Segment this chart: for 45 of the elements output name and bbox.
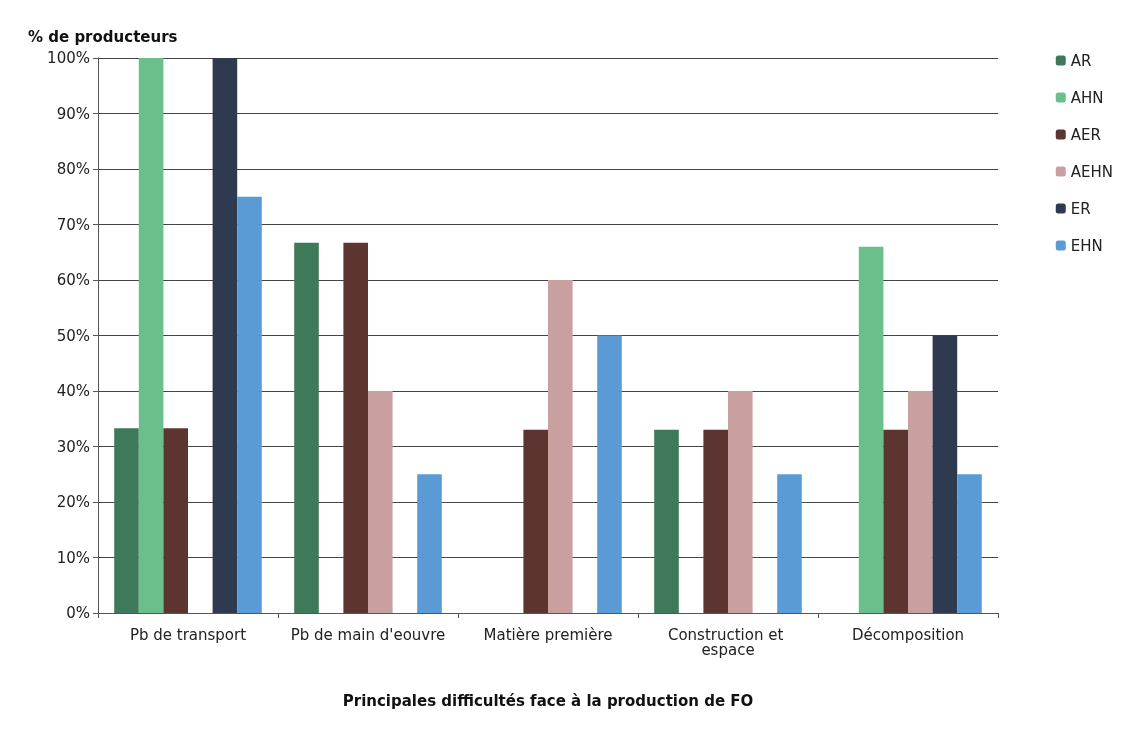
legend-label: ER [1070, 199, 1091, 218]
x-tick-label: Matière première [483, 625, 613, 644]
bar [523, 429, 548, 613]
bar [548, 280, 573, 613]
bar [908, 391, 933, 613]
bar [368, 391, 393, 613]
bar [417, 474, 442, 613]
legend-label: AR [1070, 51, 1092, 70]
bar [932, 335, 958, 613]
y-tick-label: 100% [47, 49, 90, 67]
y-tick-label: 70% [56, 215, 90, 234]
bar [212, 58, 238, 613]
legend-label: AER [1070, 125, 1101, 144]
x-tick-label: Pb de transport [129, 625, 247, 644]
y-tick-label: 30% [56, 437, 90, 456]
bar [597, 335, 622, 613]
x-axis-title: Principales difficultés face à la production de FO [342, 691, 754, 710]
x-tick-label: Décomposition [851, 625, 965, 644]
bar [343, 242, 368, 613]
bar [957, 474, 982, 613]
y-tick-label: 90% [56, 104, 90, 123]
bar [777, 474, 802, 613]
legend-label: AEHN [1070, 162, 1114, 181]
bar [883, 429, 908, 613]
y-tick-label: 60% [56, 271, 90, 289]
y-axis-title: % de producteurs [28, 27, 178, 46]
y-tick-label: 0% [66, 604, 90, 622]
bar [294, 242, 319, 613]
bar [138, 58, 164, 613]
x-tick-label: Construction et espace [667, 625, 789, 659]
bar [237, 196, 262, 613]
x-tick-label: Pb de main d'eouvre [290, 625, 446, 644]
y-tick-label: 40% [56, 382, 90, 400]
bar [654, 429, 679, 613]
bar [703, 429, 728, 613]
legend-label: EHN [1070, 236, 1103, 255]
bar [858, 246, 884, 613]
legend-label: AHN [1070, 88, 1104, 107]
bar [163, 428, 188, 613]
y-tick-label: 80% [56, 160, 90, 178]
bar [114, 428, 139, 613]
bar [728, 391, 753, 613]
y-tick-label: 10% [56, 548, 90, 567]
y-tick-label: 50% [56, 326, 90, 345]
y-tick-label: 20% [56, 493, 90, 511]
